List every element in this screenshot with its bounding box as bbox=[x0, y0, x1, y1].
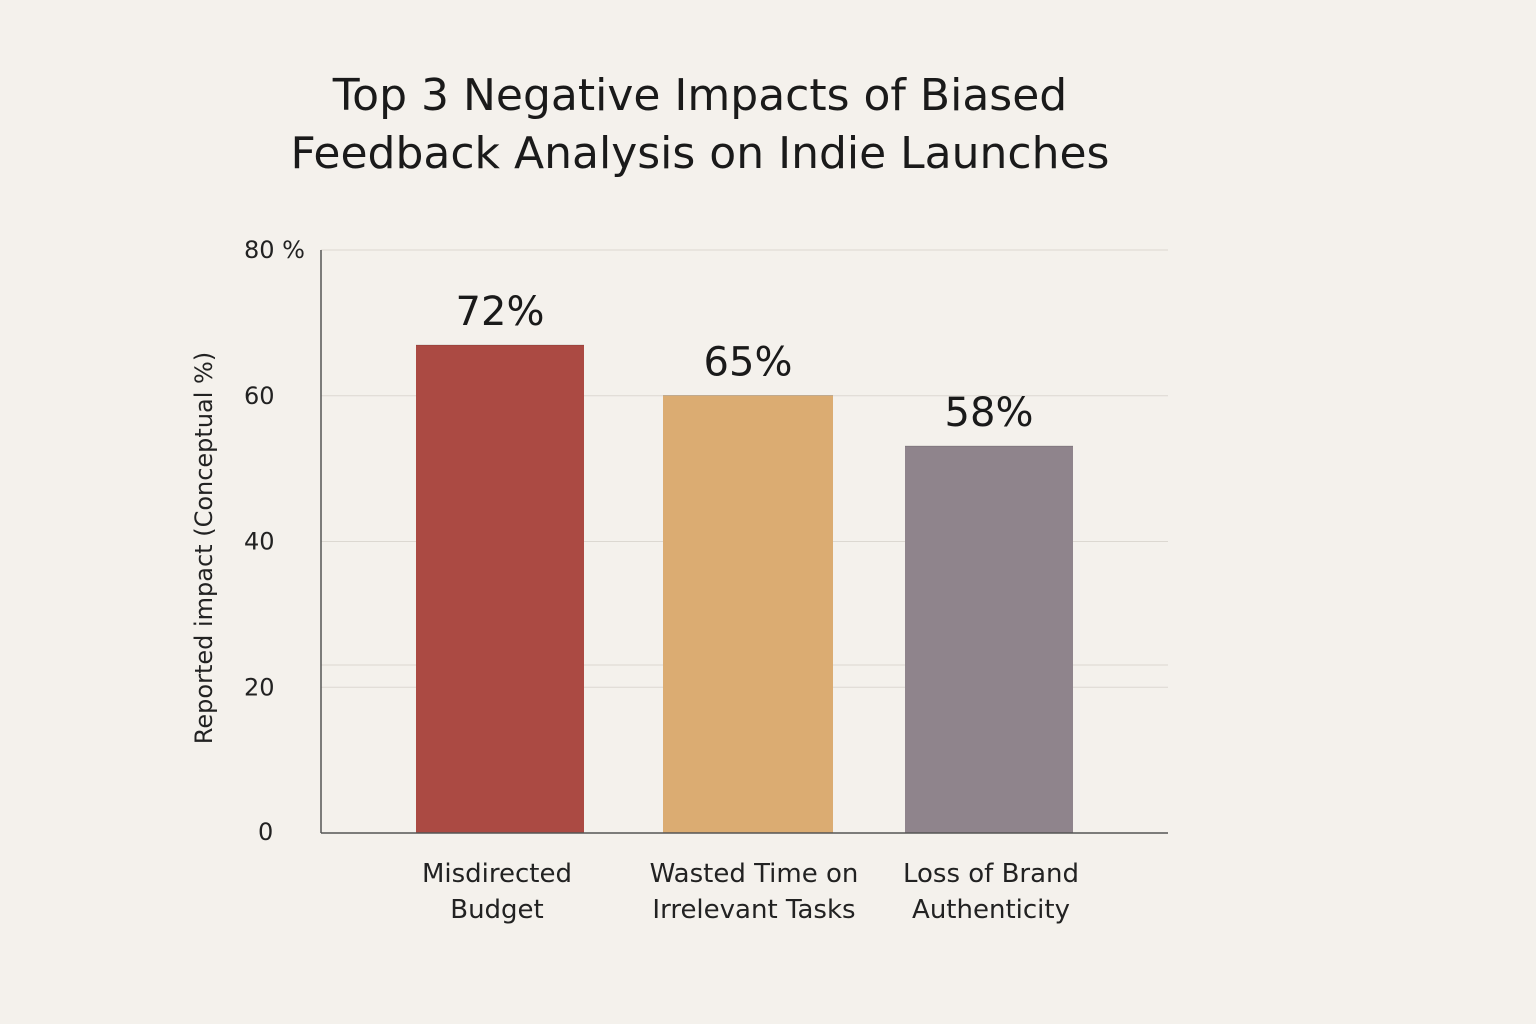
x-axis-categories: Misdirected Budget Wasted Time on Irrelevan… bbox=[422, 859, 1079, 925]
category-label: Loss of Brand bbox=[903, 859, 1079, 889]
category-label: Misdirected bbox=[422, 859, 572, 889]
data-label-1: 65% bbox=[704, 340, 793, 386]
category-label: Budget bbox=[450, 895, 544, 925]
y-tick-label: 60 bbox=[244, 382, 275, 410]
y-tick-label: 40 bbox=[244, 528, 275, 556]
chart-title-line-1: Top 3 Negative Impacts of Biased bbox=[332, 70, 1067, 121]
chart-title-line-2: Feedback Analysis on Indie Launches bbox=[291, 128, 1110, 179]
chart-title: Top 3 Negative Impacts of Biased Feedbac… bbox=[291, 70, 1110, 179]
y-tick-label: 20 bbox=[244, 673, 275, 701]
bar-0 bbox=[416, 345, 584, 833]
category-label: Wasted Time on bbox=[650, 859, 859, 889]
y-axis-ticks: 0 20 40 60 80 % bbox=[244, 236, 305, 846]
category-label: Irrelevant Tasks bbox=[652, 895, 855, 925]
data-labels: 72% 65% 58% bbox=[456, 289, 1034, 436]
bars bbox=[416, 344, 1073, 833]
data-label-2: 58% bbox=[945, 390, 1034, 436]
bar-2 bbox=[905, 446, 1073, 833]
y-tick-label: 0 bbox=[258, 818, 273, 846]
y-tick-label: 80 % bbox=[244, 236, 305, 264]
y-axis-title: Reported impact (Conceptual %) bbox=[190, 352, 218, 744]
bar-1 bbox=[663, 395, 833, 833]
category-label: Authenticity bbox=[912, 895, 1070, 925]
data-label-0: 72% bbox=[456, 289, 545, 335]
